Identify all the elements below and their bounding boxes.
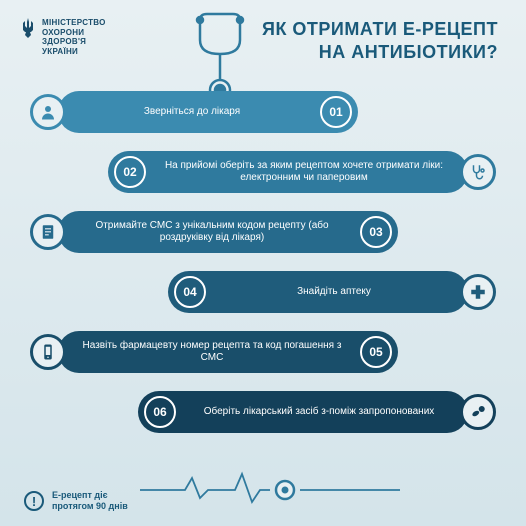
step-6: 06Оберіть лікарський засіб з-поміж запро… (30, 391, 496, 433)
footer: ! Е-рецепт діє протягом 90 днів (24, 490, 502, 512)
step-pill: Назвіть фармацевту номер рецепта та код … (58, 331, 398, 373)
alert-icon: ! (24, 491, 44, 511)
page-title: ЯК ОТРИМАТИ Е-РЕЦЕПТ НА АНТИБІОТИКИ? (262, 18, 498, 63)
footer-text: Е-рецепт діє протягом 90 днів (52, 490, 128, 512)
step-2: 02На прийомі оберіть за яким рецептом хо… (30, 151, 496, 193)
stethoscope-icon (460, 154, 496, 190)
step-number: 06 (144, 396, 176, 428)
step-number: 04 (174, 276, 206, 308)
title-line: ЯК ОТРИМАТИ Е-РЕЦЕПТ (262, 18, 498, 41)
step-number: 01 (320, 96, 352, 128)
steps-container: Зверніться до лікаря01 02На прийомі обері… (0, 71, 526, 433)
pills-icon (460, 394, 496, 430)
step-5: Назвіть фармацевту номер рецепта та код … (30, 331, 496, 373)
ministry-logo: МІНІСТЕРСТВО ОХОРОНИ ЗДОРОВ'Я УКРАЇНИ (20, 18, 106, 56)
step-number: 03 (360, 216, 392, 248)
step-pill: 06Оберіть лікарський засіб з-поміж запро… (138, 391, 468, 433)
cross-icon (460, 274, 496, 310)
step-1: Зверніться до лікаря01 (30, 91, 496, 133)
step-3: Отримайте СМС з унікальним кодом рецепту… (30, 211, 496, 253)
step-pill: Зверніться до лікаря01 (58, 91, 358, 133)
step-text: На прийомі оберіть за яким рецептом хоче… (146, 160, 462, 184)
step-text: Оберіть лікарський засіб з-поміж запропо… (176, 406, 462, 418)
ministry-text: МІНІСТЕРСТВО ОХОРОНИ ЗДОРОВ'Я УКРАЇНИ (42, 18, 106, 56)
step-4: 04Знайдіть аптеку (30, 271, 496, 313)
step-text: Отримайте СМС з унікальним кодом рецепту… (64, 220, 360, 244)
step-number: 02 (114, 156, 146, 188)
step-text: Назвіть фармацевту номер рецепта та код … (64, 340, 360, 364)
footer-line: Е-рецепт діє (52, 490, 128, 501)
step-text: Зверніться до лікаря (64, 106, 320, 118)
step-text: Знайдіть аптеку (206, 286, 462, 298)
phone-icon (30, 334, 66, 370)
step-pill: Отримайте СМС з унікальним кодом рецепту… (58, 211, 398, 253)
header: МІНІСТЕРСТВО ОХОРОНИ ЗДОРОВ'Я УКРАЇНИ ЯК… (0, 0, 526, 71)
ministry-line: МІНІСТЕРСТВО (42, 18, 106, 28)
ministry-line: УКРАЇНИ (42, 47, 106, 57)
step-pill: 04Знайдіть аптеку (168, 271, 468, 313)
person-icon (30, 94, 66, 130)
step-pill: 02На прийомі оберіть за яким рецептом хо… (108, 151, 468, 193)
document-icon (30, 214, 66, 250)
title-line: НА АНТИБІОТИКИ? (262, 41, 498, 64)
ministry-line: ОХОРОНИ (42, 28, 106, 38)
trident-icon (20, 18, 36, 38)
ministry-line: ЗДОРОВ'Я (42, 37, 106, 47)
footer-line: протягом 90 днів (52, 501, 128, 512)
step-number: 05 (360, 336, 392, 368)
